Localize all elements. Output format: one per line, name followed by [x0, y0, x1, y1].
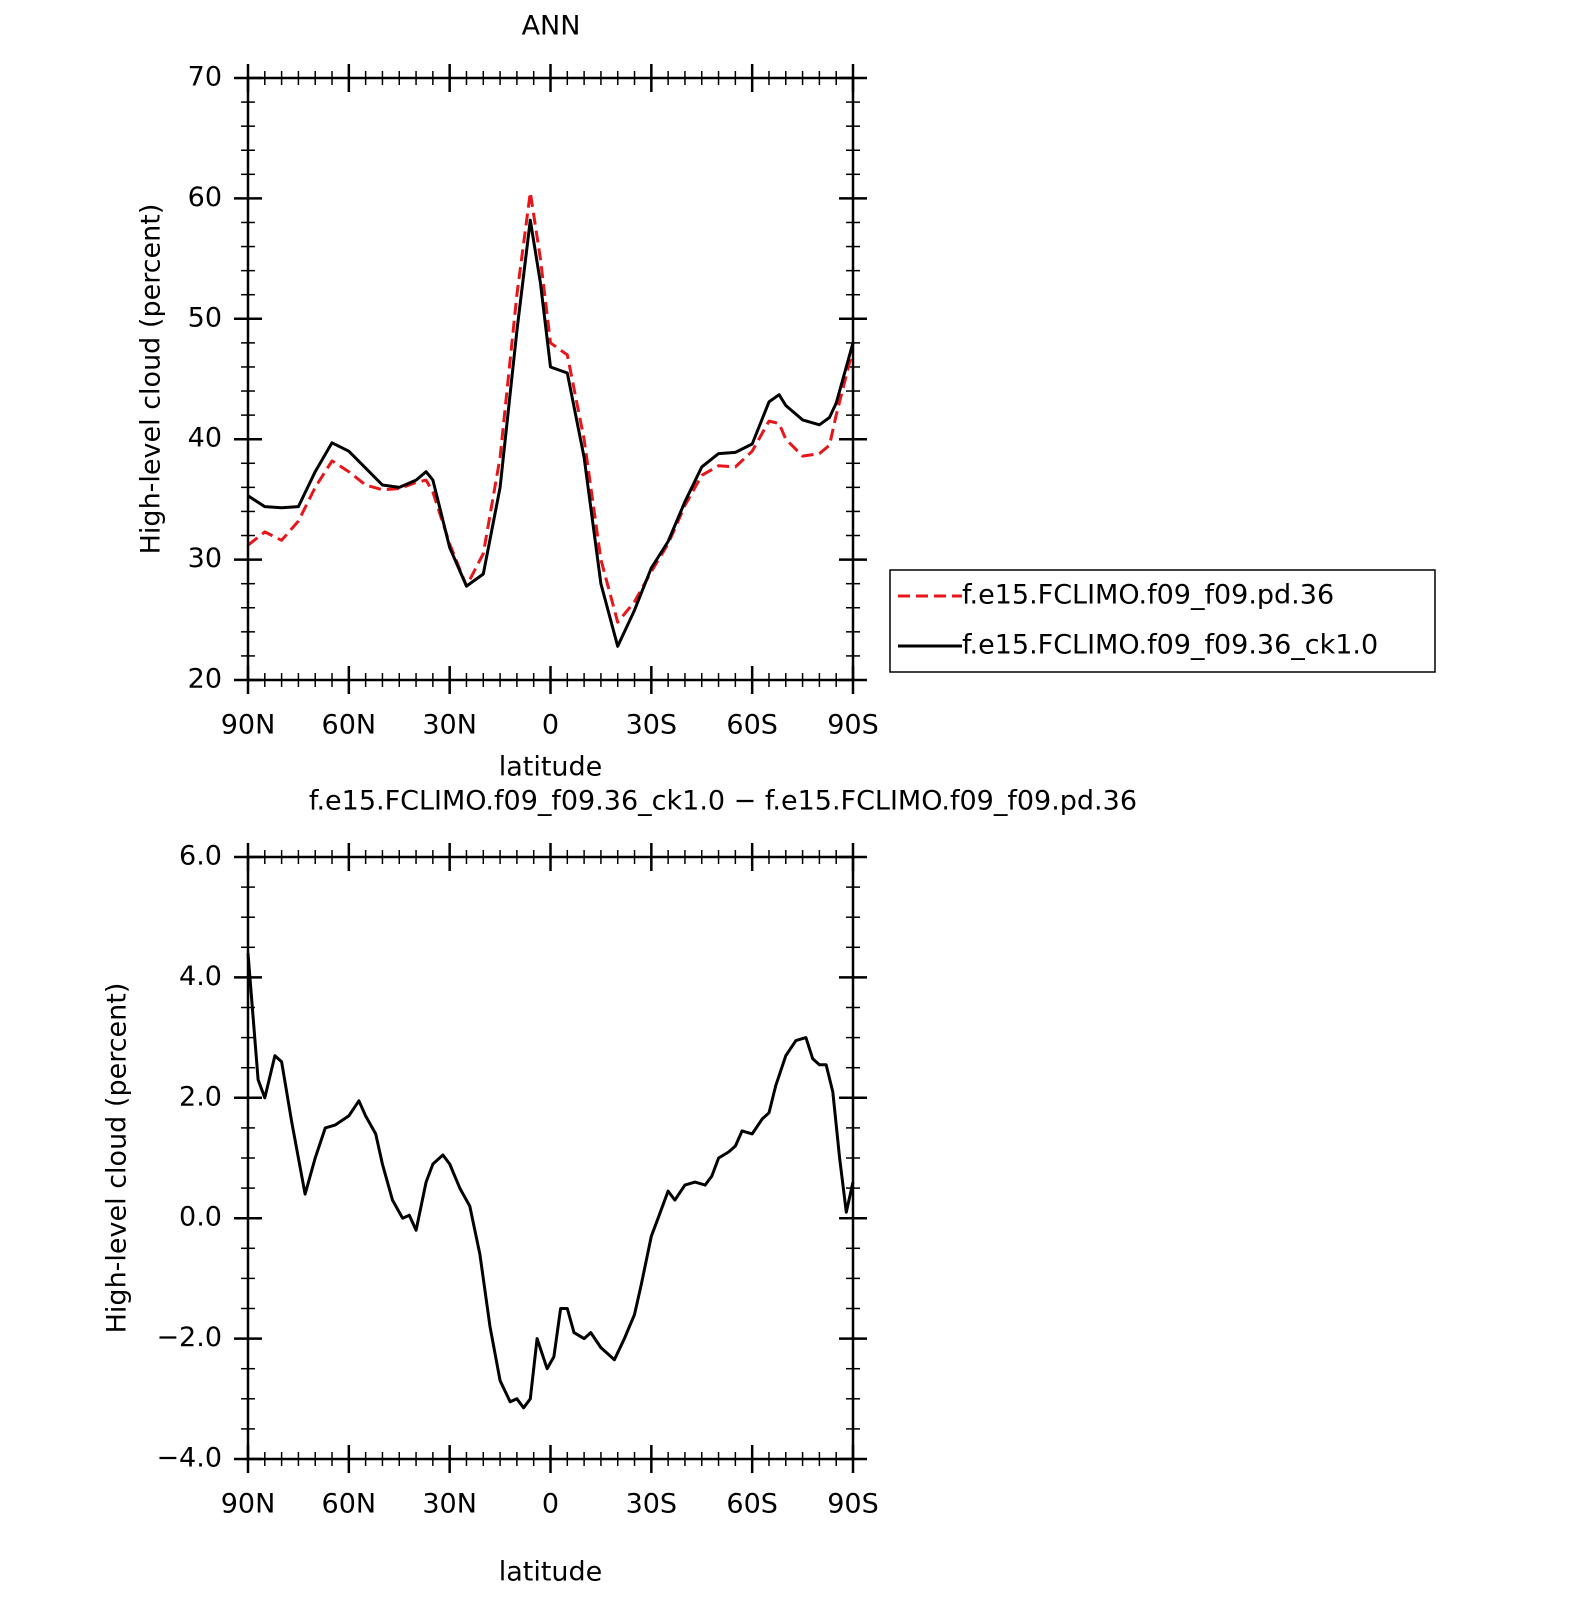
- y-tick-label: 50: [188, 302, 222, 333]
- data-line: [246, 953, 855, 1410]
- plot-frame: [246, 855, 855, 1461]
- x-tick-label: 90N: [221, 1489, 276, 1520]
- y-axis-label: High-level cloud (percent): [136, 204, 167, 555]
- x-tick-label: 90N: [221, 710, 276, 741]
- x-tick-label: 60N: [322, 710, 377, 741]
- x-tick-label: 30S: [626, 1489, 678, 1520]
- y-tick-label: 4.0: [179, 961, 222, 992]
- y-tick-label: 2.0: [179, 1081, 222, 1112]
- y-tick-label: 30: [188, 543, 222, 574]
- chart-title: f.e15.FCLIMO.f09_f09.36_ck1.0 − f.e15.FC…: [309, 786, 1137, 817]
- x-tick-label: 60S: [726, 1489, 778, 1520]
- y-tick-label: 0.0: [179, 1202, 222, 1233]
- legend-label: f.e15.FCLIMO.f09_f09.pd.36: [962, 580, 1334, 611]
- y-tick-label: 40: [188, 423, 222, 454]
- data-line: [247, 190, 855, 624]
- legend-box: [889, 569, 1436, 673]
- x-tick-label: 60N: [322, 1489, 377, 1520]
- x-tick-label: 0: [542, 710, 559, 741]
- x-tick-label: 30S: [626, 710, 678, 741]
- y-tick-label: 60: [188, 182, 222, 213]
- y-axis-label: High-level cloud (percent): [102, 983, 133, 1334]
- x-tick-label: 90S: [827, 1489, 879, 1520]
- chart-title: ANN: [522, 11, 581, 42]
- y-tick-label: −4.0: [156, 1443, 222, 1474]
- data-line: [247, 218, 855, 648]
- y-tick-label: 20: [188, 664, 222, 695]
- x-tick-label: 90S: [827, 710, 879, 741]
- y-tick-label: −2.0: [156, 1322, 222, 1353]
- y-tick-label: 6.0: [179, 841, 222, 872]
- y-tick-label: 70: [188, 62, 222, 93]
- x-tick-label: 60S: [726, 710, 778, 741]
- plot-frame: [246, 76, 855, 682]
- x-axis-label: latitude: [499, 1557, 603, 1588]
- x-tick-label: 30N: [422, 710, 477, 741]
- x-axis-label: latitude: [499, 752, 603, 783]
- legend-label: f.e15.FCLIMO.f09_f09.36_ck1.0: [962, 630, 1378, 661]
- x-tick-label: 30N: [422, 1489, 477, 1520]
- x-tick-label: 0: [542, 1489, 559, 1520]
